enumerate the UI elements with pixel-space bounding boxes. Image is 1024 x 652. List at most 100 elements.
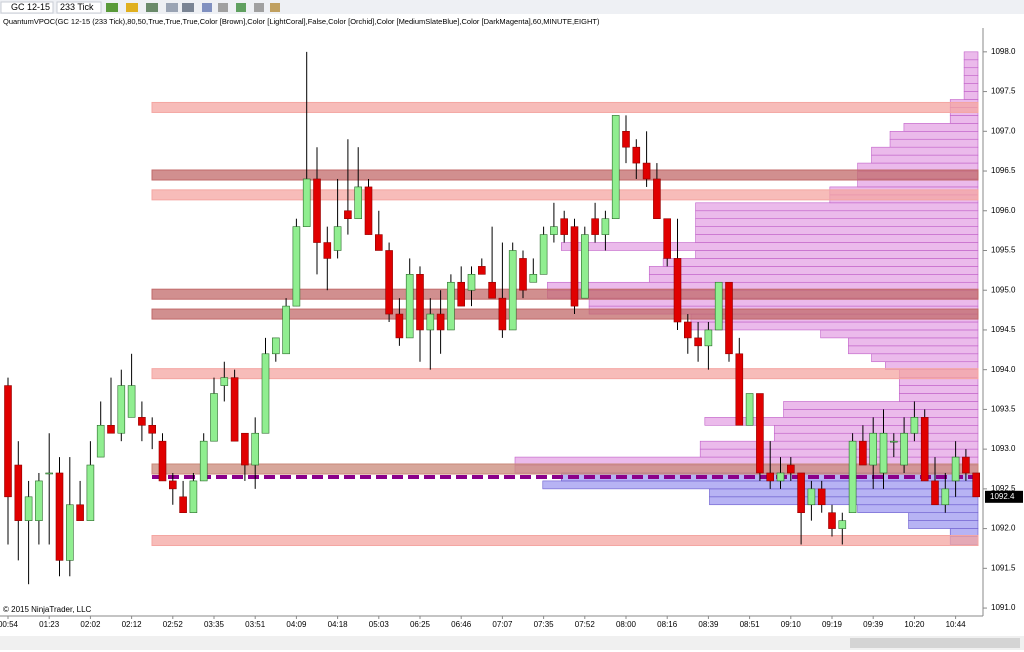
candle-body	[138, 417, 146, 426]
candle-body	[14, 464, 23, 521]
x-tick-label: 06:25	[410, 620, 431, 629]
profile-row	[820, 329, 979, 339]
candle-body	[900, 432, 908, 466]
icon-2[interactable]	[218, 3, 228, 12]
candle-body	[199, 440, 208, 482]
last-price-label: 1092.4	[990, 492, 1015, 501]
x-tick-label: 09:39	[863, 620, 884, 629]
scroll-thumb[interactable]	[850, 638, 1020, 648]
x-tick-label: 10:20	[904, 620, 925, 629]
candle-body	[405, 274, 414, 339]
interval-selector[interactable]	[56, 1, 102, 14]
icon-pencil[interactable]	[146, 3, 158, 12]
candle-body	[910, 417, 919, 434]
x-tick-label: 09:10	[781, 620, 802, 629]
candle-body	[220, 377, 229, 386]
profile-row	[695, 250, 979, 259]
profile-row	[695, 202, 979, 212]
icon-zoom[interactable]	[182, 3, 194, 12]
y-tick-label: 1094.0	[991, 365, 1016, 374]
candle-body	[251, 432, 259, 466]
profile-row	[857, 504, 979, 514]
instrument-selector[interactable]	[0, 1, 54, 14]
profile-row	[773, 424, 979, 434]
icon-5[interactable]	[270, 3, 280, 12]
scrollbar[interactable]	[0, 636, 1024, 650]
x-tick-label: 07:52	[575, 620, 596, 629]
y-tick-label: 1098.0	[991, 47, 1016, 56]
candle-body	[673, 258, 682, 323]
icon-4[interactable]	[254, 3, 264, 12]
candle-body	[457, 281, 466, 307]
icon-cursor[interactable]	[166, 3, 178, 12]
candle-body	[127, 385, 136, 418]
vpoc-level	[151, 308, 979, 320]
x-tick-label: 06:46	[451, 620, 472, 629]
indicator-label: QuantumVPOC(GC 12-15 (233 Tick),80,50,Tr…	[3, 17, 600, 26]
icon-bars[interactable]	[106, 3, 118, 12]
x-tick-label: 04:09	[286, 620, 307, 629]
candle-body	[735, 353, 744, 426]
x-tick-label: 00:54	[0, 620, 19, 629]
profile-row	[662, 258, 979, 267]
candle-body	[55, 472, 64, 561]
candle-body	[519, 258, 527, 291]
candle-body	[148, 424, 156, 434]
x-tick-label: 02:02	[80, 620, 101, 629]
x-tick-label: 03:51	[245, 620, 266, 629]
candle-body	[292, 226, 301, 307]
instrument[interactable]: GC 12-15	[11, 2, 50, 12]
interval[interactable]: 233 Tick	[60, 2, 94, 12]
toolbar-icons[interactable]	[106, 3, 280, 12]
candle-body	[807, 488, 816, 506]
candle-body	[282, 305, 290, 355]
x-tick-label: 08:51	[740, 620, 761, 629]
candle-body	[241, 432, 249, 466]
candle-body	[694, 337, 702, 347]
candle-body	[45, 472, 54, 475]
candle-body	[447, 281, 455, 331]
candle-body	[210, 393, 218, 442]
candle-body	[529, 274, 538, 283]
candle-body	[879, 432, 888, 474]
profile-row	[699, 448, 979, 458]
y-tick-label: 1097.5	[991, 87, 1016, 96]
vpoc-level	[151, 169, 979, 181]
candle-body	[179, 496, 187, 514]
profile-row	[690, 321, 979, 331]
candle-body	[941, 488, 950, 506]
candle-body	[869, 432, 878, 466]
candle-body	[951, 456, 960, 482]
candle-body	[797, 472, 805, 514]
profile-row	[695, 210, 979, 220]
candle-body	[66, 504, 74, 561]
y-tick-label: 1092.0	[991, 524, 1016, 533]
candle-body	[889, 440, 898, 443]
profile-row	[963, 51, 979, 61]
candle-body	[756, 393, 764, 474]
candle-body	[611, 115, 620, 220]
candle-body	[35, 480, 43, 521]
candle-body	[395, 313, 404, 339]
candle-body	[385, 250, 393, 315]
candle-body	[436, 313, 445, 331]
candle-body	[230, 377, 239, 442]
icon-3[interactable]	[236, 3, 246, 12]
candle-body	[477, 266, 486, 275]
vpoc-level	[151, 189, 979, 201]
candle-body	[591, 218, 599, 235]
vpoc-level	[151, 288, 979, 300]
icon-1[interactable]	[202, 3, 212, 12]
candle-body	[786, 464, 795, 474]
profile-row	[963, 67, 979, 76]
vpoc-level	[151, 463, 979, 475]
candle-body	[766, 472, 775, 482]
icon-draw[interactable]	[126, 3, 138, 12]
y-tick-label: 1095.5	[991, 246, 1016, 255]
candle-body	[580, 234, 589, 299]
y-tick-label: 1095.0	[991, 285, 1016, 294]
candle-body	[745, 393, 754, 426]
candle-body	[498, 297, 507, 331]
candle-body	[313, 178, 321, 243]
